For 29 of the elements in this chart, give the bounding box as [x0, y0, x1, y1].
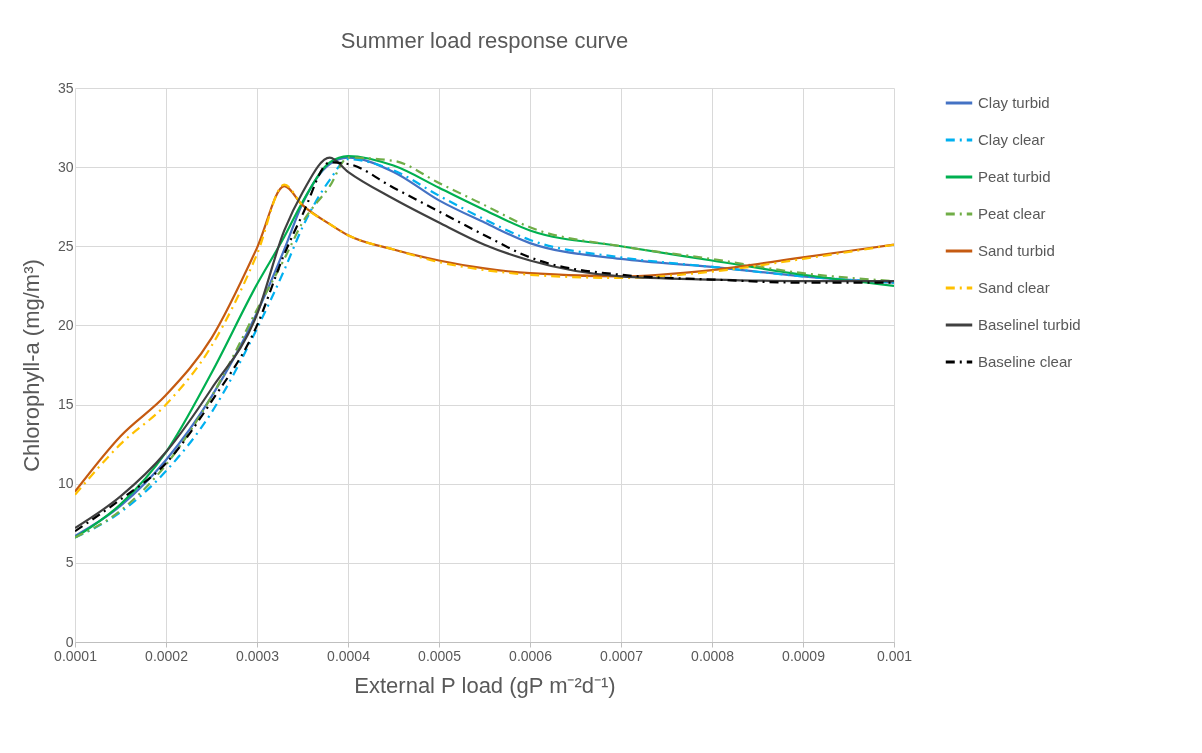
legend-label: Peat clear — [978, 205, 1046, 222]
y-tick-label: 20 — [57, 316, 74, 333]
y-tick-label: 25 — [57, 237, 74, 254]
x-tick-label: 0.0008 — [691, 647, 735, 664]
y-tick-label: 15 — [57, 396, 74, 413]
legend-label: Baseline clear — [978, 353, 1073, 370]
x-tick-label: 0.0005 — [418, 647, 462, 664]
x-tick-label: 0.0009 — [782, 647, 826, 664]
legend-label: Sand turbid — [978, 242, 1055, 259]
y-tick-label: 35 — [57, 79, 74, 96]
legend-label: Peat turbid — [978, 168, 1051, 185]
y-tick-label: 0 — [65, 633, 74, 650]
y-axis-title: Chlorophyll-a (mg/m³) — [18, 259, 44, 472]
legend-label: Clay clear — [978, 131, 1045, 148]
x-tick-label: 0.001 — [876, 647, 913, 664]
y-tick-label: 5 — [65, 554, 74, 571]
x-tick-label: 0.0002 — [145, 647, 189, 664]
legend-label: Baselinel turbid — [978, 316, 1081, 333]
chart-title: Summer load response curve — [340, 28, 629, 53]
x-tick-label: 0.0003 — [236, 647, 280, 664]
y-tick-label: 10 — [57, 475, 74, 492]
x-axis-title: External P load (gP m⁻²d⁻¹) — [354, 672, 616, 698]
legend-label: Sand clear — [978, 279, 1050, 296]
legend-label: Clay turbid — [978, 94, 1050, 111]
x-tick-label: 0.0001 — [54, 647, 98, 664]
y-tick-label: 30 — [57, 158, 74, 175]
x-tick-label: 0.0006 — [509, 647, 553, 664]
x-tick-label: 0.0007 — [600, 647, 644, 664]
x-tick-label: 0.0004 — [327, 647, 371, 664]
